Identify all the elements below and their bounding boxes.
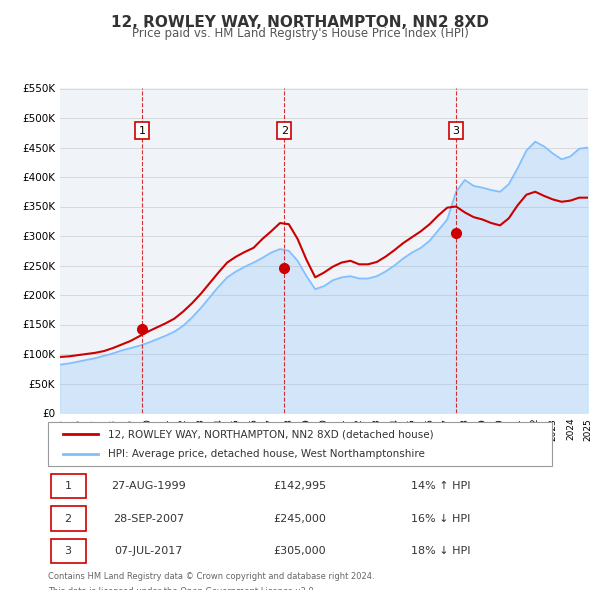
Text: 12, ROWLEY WAY, NORTHAMPTON, NN2 8XD: 12, ROWLEY WAY, NORTHAMPTON, NN2 8XD [111,15,489,30]
Text: 1: 1 [65,481,71,491]
Text: £245,000: £245,000 [274,514,326,523]
Text: £305,000: £305,000 [274,546,326,556]
Text: 2: 2 [65,514,72,523]
Text: 07-JUL-2017: 07-JUL-2017 [115,546,183,556]
Text: 28-SEP-2007: 28-SEP-2007 [113,514,184,523]
Text: 12, ROWLEY WAY, NORTHAMPTON, NN2 8XD (detached house): 12, ROWLEY WAY, NORTHAMPTON, NN2 8XD (de… [109,430,434,439]
FancyBboxPatch shape [48,422,552,466]
FancyBboxPatch shape [50,506,86,531]
Text: 3: 3 [65,546,71,556]
Text: 18% ↓ HPI: 18% ↓ HPI [412,546,471,556]
Text: Contains HM Land Registry data © Crown copyright and database right 2024.: Contains HM Land Registry data © Crown c… [48,572,374,581]
Text: 1: 1 [139,126,145,136]
FancyBboxPatch shape [50,474,86,499]
Text: 3: 3 [452,126,460,136]
Text: Price paid vs. HM Land Registry's House Price Index (HPI): Price paid vs. HM Land Registry's House … [131,27,469,40]
Text: 27-AUG-1999: 27-AUG-1999 [112,481,186,491]
Text: HPI: Average price, detached house, West Northamptonshire: HPI: Average price, detached house, West… [109,449,425,458]
Text: This data is licensed under the Open Government Licence v3.0.: This data is licensed under the Open Gov… [48,587,316,590]
Text: £142,995: £142,995 [274,481,326,491]
Text: 14% ↑ HPI: 14% ↑ HPI [412,481,471,491]
FancyBboxPatch shape [50,539,86,563]
Text: 16% ↓ HPI: 16% ↓ HPI [412,514,471,523]
Text: 2: 2 [281,126,288,136]
